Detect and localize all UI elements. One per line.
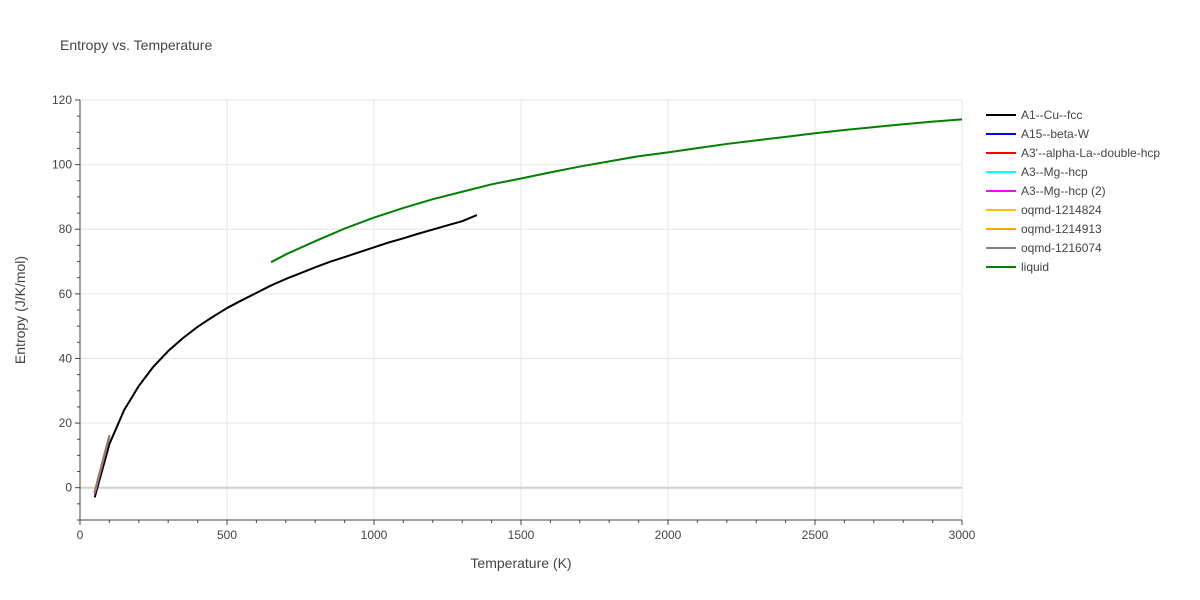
x-tick-label: 3000 <box>949 528 976 542</box>
legend-label: A3'--alpha-La--double-hcp <box>1021 146 1160 160</box>
legend-label: oqmd-1214824 <box>1021 203 1102 217</box>
y-axis-title: Entropy (J/K/mol) <box>12 256 28 364</box>
legend-item-oqmd-1214913[interactable]: oqmd-1214913 <box>986 222 1102 236</box>
legend-item-a3-mg-hcp-2[interactable]: A3--Mg--hcp (2) <box>986 184 1106 198</box>
y-tick-label: 0 <box>65 481 72 495</box>
legend-label: oqmd-1216074 <box>1021 241 1102 255</box>
legend-label: A3--Mg--hcp <box>1021 165 1088 179</box>
series-line-a1-cu-fcc <box>93 214 478 498</box>
y-tick-label: 80 <box>59 222 73 236</box>
legend-item-a1-cu-fcc[interactable]: A1--Cu--fcc <box>986 108 1082 122</box>
x-axis-title: Temperature (K) <box>470 555 571 571</box>
series-lines <box>93 118 963 498</box>
legend-item-a3-alpha-la-double-hcp[interactable]: A3'--alpha-La--double-hcp <box>986 146 1160 160</box>
y-tick-label: 100 <box>52 158 72 172</box>
legend-label: A1--Cu--fcc <box>1021 108 1082 122</box>
legend-label: A15--beta-W <box>1021 127 1090 141</box>
y-tick-label: 60 <box>59 287 73 301</box>
x-tick-label: 2500 <box>802 528 829 542</box>
legend-item-oqmd-1214824[interactable]: oqmd-1214824 <box>986 203 1102 217</box>
legend-item-oqmd-1216074[interactable]: oqmd-1216074 <box>986 241 1102 255</box>
legend-item-liquid[interactable]: liquid <box>986 260 1049 274</box>
x-tick-label: 0 <box>77 528 84 542</box>
legend-label: A3--Mg--hcp (2) <box>1021 184 1106 198</box>
legend[interactable]: A1--Cu--fcc A15--beta-W A3'--alpha-La--dou… <box>986 108 1160 274</box>
x-tick-label: 1000 <box>361 528 388 542</box>
x-tick-label: 1500 <box>508 528 535 542</box>
legend-label: oqmd-1214913 <box>1021 222 1102 236</box>
x-tick-label: 2000 <box>655 528 682 542</box>
legend-item-a15-beta-w[interactable]: A15--beta-W <box>986 127 1090 141</box>
chart-title: Entropy vs. Temperature <box>60 37 212 53</box>
series-line-oqmd-1216074 <box>93 435 111 493</box>
x-tick-label: 500 <box>217 528 237 542</box>
series-line-liquid <box>270 118 963 264</box>
legend-label: liquid <box>1021 260 1049 274</box>
axes: 0 500 1000 1500 2000 2500 3000 0 20 40 60 80 100 120 <box>52 93 976 542</box>
y-tick-label: 20 <box>59 416 73 430</box>
legend-item-a3-mg-hcp[interactable]: A3--Mg--hcp <box>986 165 1088 179</box>
grid <box>80 99 963 520</box>
y-tick-label: 40 <box>59 351 73 365</box>
y-tick-label: 120 <box>52 93 72 107</box>
